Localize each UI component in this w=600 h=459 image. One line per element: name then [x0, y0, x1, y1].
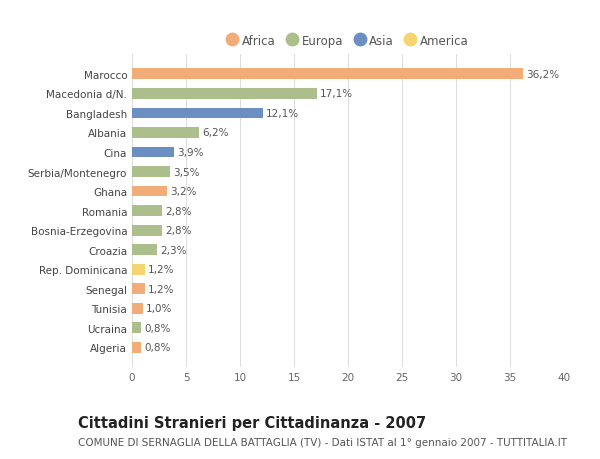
Bar	[132, 147, 174, 158]
Text: COMUNE DI SERNAGLIA DELLA BATTAGLIA (TV) - Dati ISTAT al 1° gennaio 2007 - TUTTI: COMUNE DI SERNAGLIA DELLA BATTAGLIA (TV)…	[78, 437, 567, 447]
Bar	[132, 108, 263, 119]
Bar	[132, 89, 317, 100]
Text: Cittadini Stranieri per Cittadinanza - 2007: Cittadini Stranieri per Cittadinanza - 2…	[78, 415, 426, 431]
Text: 1,2%: 1,2%	[148, 265, 175, 274]
Text: 2,8%: 2,8%	[166, 206, 192, 216]
Legend: Africa, Europa, Asia, America: Africa, Europa, Asia, America	[223, 30, 473, 52]
Text: 3,2%: 3,2%	[170, 187, 196, 196]
Bar	[132, 128, 199, 139]
Bar	[132, 264, 145, 275]
Bar	[132, 323, 140, 334]
Text: 3,9%: 3,9%	[178, 148, 204, 157]
Bar	[132, 167, 170, 178]
Text: 36,2%: 36,2%	[526, 70, 559, 79]
Text: 0,8%: 0,8%	[144, 323, 170, 333]
Bar	[132, 69, 523, 80]
Text: 17,1%: 17,1%	[320, 89, 353, 99]
Text: 2,3%: 2,3%	[160, 245, 187, 255]
Text: 6,2%: 6,2%	[202, 128, 229, 138]
Bar	[132, 284, 145, 295]
Text: 1,0%: 1,0%	[146, 304, 172, 313]
Bar	[132, 186, 167, 197]
Text: 2,8%: 2,8%	[166, 226, 192, 235]
Bar	[132, 245, 157, 256]
Bar	[132, 225, 162, 236]
Text: 3,5%: 3,5%	[173, 167, 200, 177]
Text: 0,8%: 0,8%	[144, 343, 170, 353]
Bar	[132, 342, 140, 353]
Text: 12,1%: 12,1%	[266, 109, 299, 118]
Bar	[132, 206, 162, 217]
Bar	[132, 303, 143, 314]
Text: 1,2%: 1,2%	[148, 284, 175, 294]
